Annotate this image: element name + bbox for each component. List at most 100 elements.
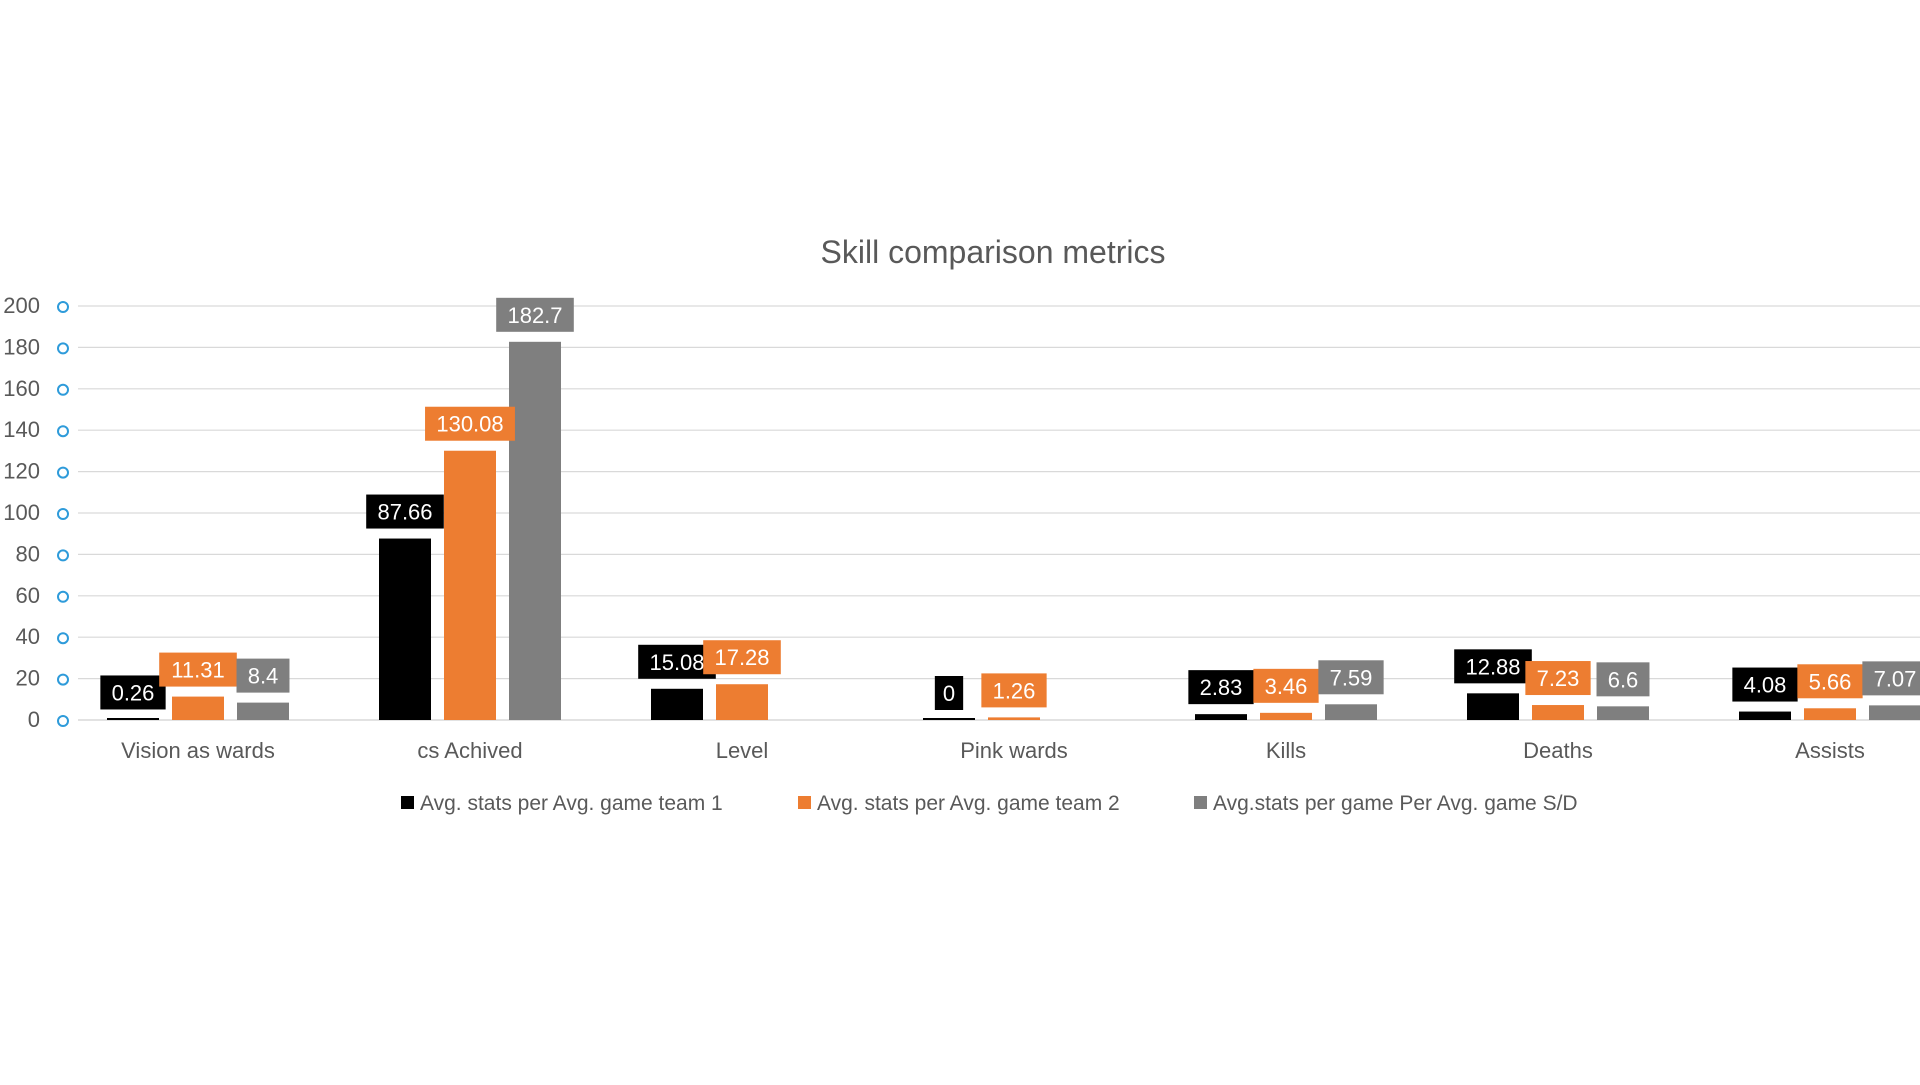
data-label: 8.4 — [248, 664, 279, 689]
bar — [1597, 706, 1649, 720]
x-axis: Vision as wards cs Achived Level Pink wards… — [121, 738, 1865, 763]
data-label-box — [100, 675, 166, 710]
bar — [1869, 705, 1920, 720]
data-labels: 0.26 11.31 8.4 87.66 130.08 182.7 15.08 17.28 0 1… — [100, 297, 1920, 710]
y-tick-label: 60 — [16, 583, 40, 608]
data-label: 4.08 — [1744, 673, 1787, 698]
x-tick-label: Level — [716, 738, 769, 763]
y-tick-marker — [57, 466, 69, 479]
y-tick-label: 40 — [16, 624, 40, 649]
x-tick-label: Assists — [1795, 738, 1865, 763]
bar — [1467, 693, 1519, 720]
y-tick-marker — [57, 301, 69, 313]
y-tick-label: 140 — [3, 417, 40, 442]
y-tick-label: 80 — [16, 541, 40, 566]
data-label-box — [1596, 662, 1650, 697]
data-label-box — [1318, 660, 1384, 695]
data-label-box — [981, 673, 1047, 708]
x-tick-label: Vision as wards — [121, 738, 275, 763]
bar — [923, 718, 975, 720]
bar — [716, 684, 768, 720]
data-label: 0.26 — [112, 680, 155, 705]
bar — [651, 688, 703, 720]
x-tick-label: Kills — [1266, 738, 1306, 763]
bar — [988, 717, 1040, 720]
legend-label: Avg. stats per Avg. game team 2 — [817, 792, 1120, 815]
bar — [237, 702, 289, 720]
legend-label: Avg. stats per Avg. game team 1 — [420, 792, 723, 815]
legend-label: Avg.stats per game Per Avg. game S/D — [1213, 792, 1578, 815]
bar — [172, 696, 224, 720]
data-label-box — [425, 406, 515, 441]
data-label-box — [236, 658, 290, 693]
data-label: 15.08 — [649, 650, 704, 675]
y-tick-marker — [57, 383, 69, 396]
data-label-box — [934, 676, 964, 710]
x-tick-label: Pink wards — [960, 738, 1068, 763]
bar — [1804, 708, 1856, 720]
legend: Avg. stats per Avg. game team 1 Avg. stat… — [401, 792, 1578, 815]
y-tick-label: 120 — [3, 459, 40, 484]
y-tick-label: 0 — [28, 707, 40, 732]
y-tick-label: 180 — [3, 334, 40, 359]
data-label: 2.83 — [1200, 675, 1243, 700]
bars — [107, 341, 1920, 720]
y-tick-marker — [57, 632, 69, 645]
y-tick-marker — [57, 425, 69, 438]
y-tick-marker — [57, 673, 69, 686]
y-tick-marker — [57, 715, 69, 727]
data-label-box — [1525, 661, 1591, 696]
data-label-box — [1188, 670, 1254, 705]
y-tick-marker — [57, 508, 69, 520]
bar — [1325, 704, 1377, 720]
bar — [1532, 705, 1584, 720]
y-tick-label: 200 — [3, 293, 40, 318]
bar — [509, 341, 561, 720]
bar — [1195, 714, 1247, 720]
data-label: 1.26 — [993, 678, 1036, 703]
data-label: 5.66 — [1809, 669, 1852, 694]
y-tick-marker — [57, 549, 69, 562]
x-tick-label: Deaths — [1523, 738, 1593, 763]
data-label-box — [1454, 649, 1532, 684]
legend-swatch — [401, 796, 414, 809]
data-label-box — [1862, 661, 1920, 696]
bar — [444, 450, 496, 720]
data-label: 130.08 — [436, 412, 503, 437]
x-tick-label: cs Achived — [417, 738, 522, 763]
legend-swatch — [1194, 796, 1207, 809]
data-label-box — [1797, 664, 1863, 699]
data-label: 0 — [943, 681, 955, 706]
data-label: 12.88 — [1465, 654, 1520, 679]
y-tick-label: 100 — [3, 500, 40, 525]
data-label: 182.7 — [507, 303, 562, 328]
data-label-box — [703, 640, 781, 675]
y-tick-label: 20 — [16, 666, 40, 691]
data-label: 7.23 — [1537, 666, 1580, 691]
data-label: 7.07 — [1874, 666, 1917, 691]
bar — [1739, 711, 1791, 720]
data-label-box — [1732, 667, 1798, 702]
chart-title: Skill comparison metrics — [821, 234, 1166, 270]
data-label-box — [638, 644, 716, 679]
bar — [107, 718, 159, 720]
data-label: 11.31 — [171, 658, 224, 683]
y-tick-marker — [57, 342, 69, 355]
legend-swatch — [798, 796, 811, 809]
data-label: 87.66 — [377, 500, 432, 525]
data-label-box — [366, 494, 444, 529]
y-tick-marker — [57, 590, 69, 603]
y-tick-label: 160 — [3, 376, 40, 401]
data-label: 17.28 — [714, 645, 769, 670]
data-label-box — [159, 652, 237, 687]
bar — [379, 538, 431, 720]
data-label: 7.59 — [1330, 665, 1373, 690]
y-axis: 0 20 40 60 80 100 120 140 160 180 200 — [3, 293, 69, 732]
data-label-box — [1253, 668, 1319, 703]
bar — [1260, 712, 1312, 720]
data-label: 3.46 — [1265, 674, 1308, 699]
data-label-box — [496, 297, 574, 332]
data-label: 6.6 — [1608, 667, 1639, 692]
